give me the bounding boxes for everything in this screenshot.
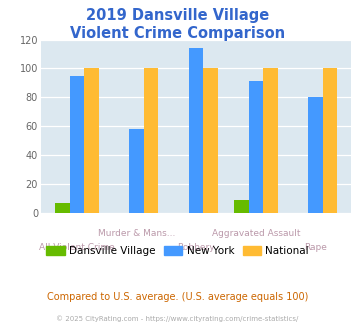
Text: © 2025 CityRating.com - https://www.cityrating.com/crime-statistics/: © 2025 CityRating.com - https://www.city… <box>56 315 299 322</box>
Text: All Violent Crime: All Violent Crime <box>39 243 115 251</box>
Bar <box>84 69 99 213</box>
Bar <box>70 76 84 213</box>
Bar <box>189 48 203 213</box>
Text: Robbery: Robbery <box>178 243 215 251</box>
Text: Compared to U.S. average. (U.S. average equals 100): Compared to U.S. average. (U.S. average … <box>47 292 308 302</box>
Bar <box>55 203 70 213</box>
Legend: Dansville Village, New York, National: Dansville Village, New York, National <box>42 242 313 260</box>
Bar <box>308 97 323 213</box>
Bar <box>129 129 144 213</box>
Text: Violent Crime Comparison: Violent Crime Comparison <box>70 26 285 41</box>
Text: 2019 Dansville Village: 2019 Dansville Village <box>86 8 269 23</box>
Bar <box>248 82 263 213</box>
Bar <box>144 69 158 213</box>
Bar <box>323 69 337 213</box>
Bar <box>234 200 248 213</box>
Text: Rape: Rape <box>304 243 327 251</box>
Text: Aggravated Assault: Aggravated Assault <box>212 229 300 238</box>
Bar <box>203 69 218 213</box>
Text: Murder & Mans...: Murder & Mans... <box>98 229 175 238</box>
Bar <box>263 69 278 213</box>
